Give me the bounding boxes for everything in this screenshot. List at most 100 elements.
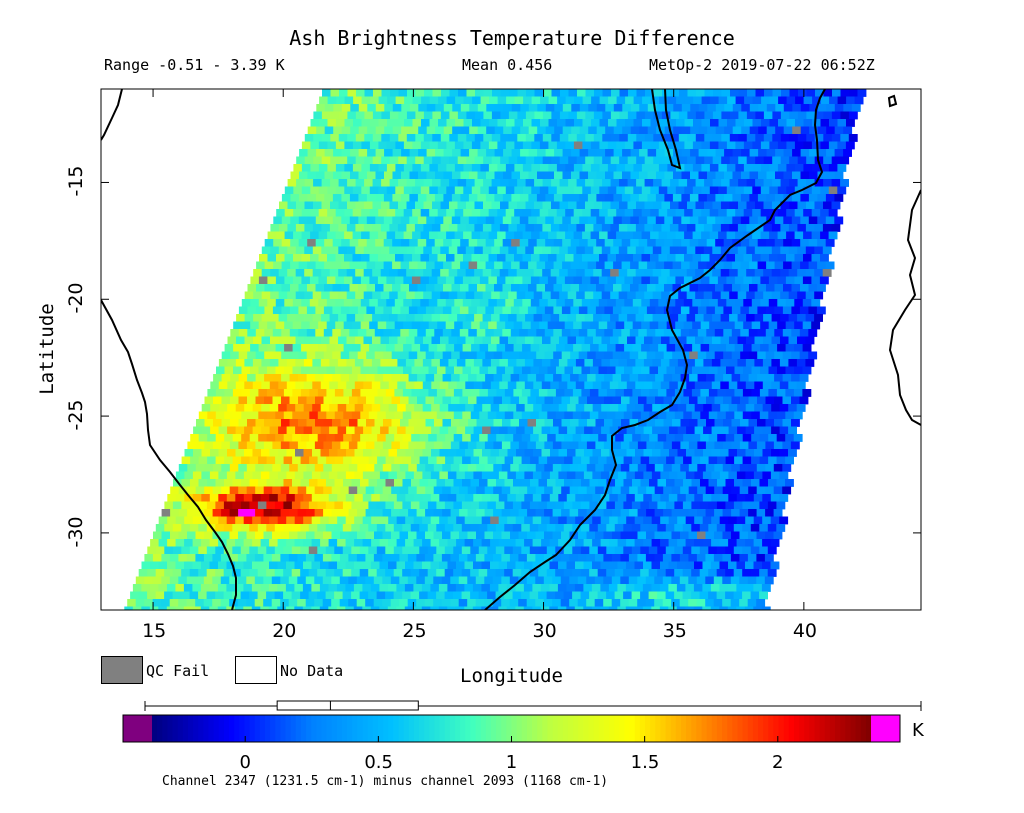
map-title: Ash Brightness Temperature Difference — [289, 26, 735, 50]
colorbar-segment — [367, 715, 374, 742]
colorbar-segment — [788, 715, 795, 742]
colorbar-segment — [439, 715, 446, 742]
colorbar-segment — [583, 715, 590, 742]
colorbar-segment — [639, 715, 646, 742]
colorbar-segment — [819, 715, 826, 742]
colorbar-segment — [552, 715, 559, 742]
colorbar-segment — [557, 715, 564, 742]
colorbar-segment — [259, 715, 266, 742]
y-tick-label: -25 — [65, 399, 87, 431]
colorbar-segment — [824, 715, 831, 742]
x-tick-label: 15 — [142, 620, 167, 642]
colorbar-segment — [660, 715, 667, 742]
y-tick-label: -30 — [65, 516, 87, 548]
colorbar-segment — [573, 715, 579, 742]
colorbar-segment — [532, 715, 538, 742]
colorbar-segment — [778, 715, 785, 742]
colorbar-segment — [547, 715, 554, 742]
coastlines — [101, 89, 921, 610]
colorbar-segment — [706, 715, 713, 742]
colorbar-segment — [275, 715, 281, 742]
colorbar-segment — [860, 715, 867, 742]
colorbar-segment — [162, 715, 168, 742]
colorbar-segment — [300, 715, 307, 742]
colorbar-tick-label: 2 — [772, 752, 784, 773]
no-data-label: No Data — [280, 662, 344, 680]
colorbar-segment — [280, 715, 287, 742]
colorbar-segment — [588, 715, 595, 742]
colorbar-segment — [593, 715, 600, 742]
colorbar-segment — [167, 715, 174, 742]
colorbar-segment — [383, 715, 389, 742]
colorbar-segment — [603, 715, 610, 742]
colorbar-segment — [521, 715, 528, 742]
colorbar-segment — [229, 715, 235, 742]
colorbar-segment — [814, 715, 821, 742]
axis-tick-marks — [101, 89, 921, 610]
colorbar-segment — [629, 715, 636, 742]
colorbar-segment — [609, 715, 615, 742]
colorbar-segment — [372, 715, 379, 742]
colorbar-segment — [403, 715, 410, 742]
colorbar-segment — [475, 715, 482, 742]
colorbar-segment — [413, 715, 420, 742]
colorbar-segment — [434, 715, 441, 742]
colorbar-segment — [650, 715, 656, 742]
channel-footnote: Channel 2347 (1231.5 cm-1) minus channel… — [162, 774, 609, 789]
colorbar-segment — [567, 715, 574, 742]
colorbar-segment — [865, 715, 872, 742]
colorbar-segment — [809, 715, 816, 742]
colorbar-segment — [840, 715, 846, 742]
plot-frame — [100, 88, 922, 611]
colorbar-segment — [506, 715, 512, 742]
colorbar-segment — [614, 715, 620, 742]
colorbar-segment — [393, 715, 400, 742]
colorbar-segment — [711, 715, 718, 742]
colorbar-segment — [835, 715, 841, 742]
colorbar-over-box — [871, 715, 900, 742]
colorbar-segment — [290, 715, 297, 742]
colorbar-segment — [850, 715, 857, 742]
colorbar-segment — [732, 715, 738, 742]
colorbar-segment — [234, 715, 240, 742]
colorbar-segment — [218, 715, 225, 742]
colorbar-segment — [722, 715, 728, 742]
colorbar-segment — [716, 715, 723, 742]
colorbar-segment — [742, 715, 749, 742]
colorbar-segment — [460, 715, 466, 742]
colorbar-segment — [223, 715, 230, 742]
colorbar-segment — [362, 715, 369, 742]
colorbar-segment — [701, 715, 708, 742]
mean-label: Mean 0.456 — [462, 56, 553, 74]
colorbar-segment — [429, 715, 435, 742]
colorbar-tick-label: 1.5 — [630, 752, 660, 773]
colorbar-segment — [763, 715, 769, 742]
colorbar-segment — [655, 715, 661, 742]
colorbar-segment — [331, 715, 338, 742]
colorbar-segment — [213, 715, 220, 742]
colorbar-segment — [737, 715, 744, 742]
coastline-mozambique — [484, 89, 826, 610]
colorbar-segment — [316, 715, 322, 742]
colorbar-segment — [578, 715, 584, 742]
range-label: Range -0.51 - 3.39 K — [104, 56, 285, 74]
qc-fail-swatch — [101, 656, 143, 684]
colorbar-segment — [455, 715, 461, 742]
colorbar-segment — [198, 715, 204, 742]
colorbar-segment — [152, 715, 158, 742]
colorbar-segment — [465, 715, 471, 742]
coastline-namibia-south-africa — [101, 299, 237, 610]
colorbar-boxplot — [144, 700, 922, 711]
colorbar-segment — [727, 715, 733, 742]
ash-btd-pixel-grid — [124, 89, 867, 610]
colorbar-segment — [193, 715, 199, 742]
colorbar-segment — [295, 715, 302, 742]
colorbar-tick-label: 0.5 — [364, 752, 393, 773]
colorbar-segment — [270, 715, 276, 742]
colorbar-segment — [845, 715, 851, 742]
qc-fail-label: QC Fail — [146, 662, 210, 680]
coastline-west-africa — [101, 89, 123, 141]
colorbar-segment — [321, 715, 328, 742]
colorbar-segment — [342, 715, 348, 742]
